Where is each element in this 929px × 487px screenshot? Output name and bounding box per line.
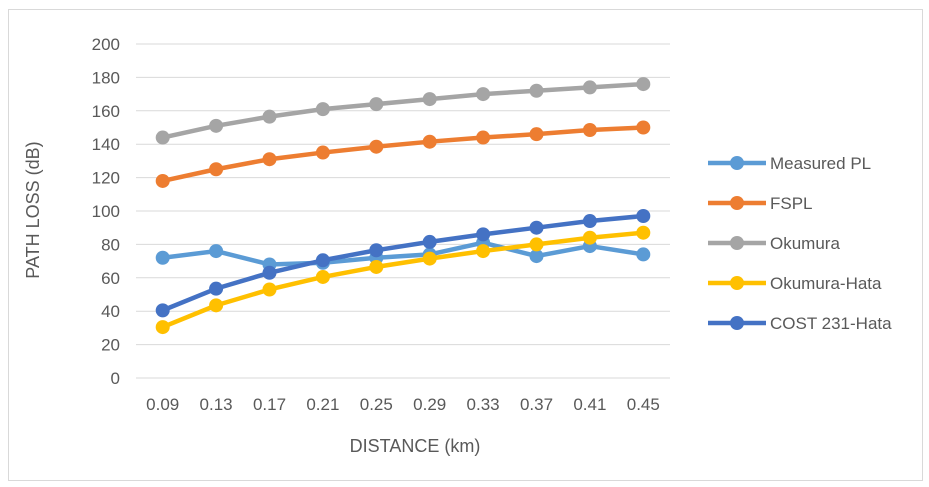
legend-item: COST 231-Hata bbox=[708, 314, 892, 333]
data-point bbox=[262, 152, 277, 167]
legend-item: Okumura-Hata bbox=[708, 274, 882, 293]
x-tick-label: 0.13 bbox=[200, 395, 233, 414]
data-point bbox=[476, 227, 491, 242]
data-point bbox=[315, 253, 330, 268]
data-point bbox=[369, 97, 384, 112]
legend-label: Measured PL bbox=[770, 154, 871, 173]
legend-item: Okumura bbox=[708, 234, 840, 253]
data-point bbox=[315, 145, 330, 160]
data-point bbox=[636, 120, 651, 135]
series-line bbox=[160, 125, 646, 184]
data-point bbox=[476, 87, 491, 102]
data-point bbox=[155, 130, 170, 145]
data-point bbox=[476, 130, 491, 145]
data-point bbox=[422, 134, 437, 149]
data-point bbox=[529, 249, 544, 264]
data-point bbox=[529, 83, 544, 98]
series-okumura-hata bbox=[155, 225, 651, 335]
data-point bbox=[422, 234, 437, 249]
legend-label: Okumura-Hata bbox=[770, 274, 882, 293]
x-tick-label: 0.25 bbox=[360, 395, 393, 414]
data-point bbox=[529, 127, 544, 142]
y-tick-label: 40 bbox=[101, 302, 120, 321]
x-tick-label: 0.09 bbox=[146, 395, 179, 414]
data-point bbox=[636, 225, 651, 240]
y-tick-label: 100 bbox=[92, 202, 120, 221]
x-tick-label: 0.37 bbox=[520, 395, 553, 414]
data-point bbox=[209, 162, 224, 177]
data-point bbox=[209, 298, 224, 313]
chart-frame: 0 20 40 60 80 100 120 140 160 180 200 0.09 0.13 0.17… bbox=[8, 9, 923, 481]
legend-swatch-marker bbox=[730, 276, 744, 290]
y-tick-label: 60 bbox=[101, 269, 120, 288]
data-point bbox=[155, 303, 170, 318]
data-point bbox=[422, 251, 437, 266]
data-point bbox=[529, 220, 544, 235]
data-point bbox=[369, 243, 384, 258]
data-point bbox=[209, 118, 224, 133]
data-point bbox=[209, 281, 224, 296]
series-line bbox=[160, 213, 646, 313]
series-line bbox=[160, 81, 646, 140]
data-point bbox=[582, 123, 597, 138]
y-tick-label: 80 bbox=[101, 235, 120, 254]
line-chart: 0 20 40 60 80 100 120 140 160 180 200 0.09 0.13 0.17… bbox=[23, 35, 892, 456]
y-tick-label: 160 bbox=[92, 102, 120, 121]
x-tick-label: 0.33 bbox=[467, 395, 500, 414]
data-point bbox=[636, 209, 651, 224]
data-point bbox=[582, 230, 597, 245]
y-axis-ticks: 0 20 40 60 80 100 120 140 160 180 200 bbox=[92, 35, 120, 388]
series-line bbox=[160, 230, 646, 330]
x-axis-ticks: 0.09 0.13 0.17 0.21 0.25 0.29 0.33 0.37 0.41 0.45 bbox=[146, 395, 660, 414]
data-point bbox=[262, 282, 277, 297]
data-point bbox=[315, 269, 330, 284]
data-point bbox=[582, 80, 597, 95]
legend-item: Measured PL bbox=[708, 154, 871, 173]
y-tick-label: 140 bbox=[92, 135, 120, 154]
x-tick-label: 0.41 bbox=[573, 395, 606, 414]
x-axis-label: DISTANCE (km) bbox=[350, 436, 481, 456]
y-tick-label: 120 bbox=[92, 169, 120, 188]
legend-swatch-marker bbox=[730, 236, 744, 250]
series-cost-231-hata bbox=[155, 209, 651, 318]
legend-item: FSPL bbox=[708, 194, 813, 213]
data-point bbox=[155, 320, 170, 335]
data-point bbox=[636, 77, 651, 92]
data-point bbox=[262, 109, 277, 124]
data-point bbox=[582, 214, 597, 229]
x-tick-label: 0.29 bbox=[413, 395, 446, 414]
y-tick-label: 20 bbox=[101, 336, 120, 355]
data-point bbox=[422, 92, 437, 107]
y-tick-label: 0 bbox=[111, 369, 120, 388]
x-tick-label: 0.45 bbox=[627, 395, 660, 414]
series-okumura bbox=[155, 77, 651, 145]
data-point bbox=[209, 244, 224, 259]
data-point bbox=[636, 247, 651, 262]
series-layer bbox=[155, 77, 651, 335]
legend-swatch-marker bbox=[730, 156, 744, 170]
series-fspl bbox=[155, 120, 651, 188]
data-point bbox=[155, 250, 170, 265]
y-axis-label: PATH LOSS (dB) bbox=[23, 141, 43, 278]
legend-label: FSPL bbox=[770, 194, 813, 213]
legend-label: COST 231-Hata bbox=[770, 314, 892, 333]
legend-label: Okumura bbox=[770, 234, 840, 253]
data-point bbox=[369, 139, 384, 154]
data-point bbox=[315, 102, 330, 117]
data-point bbox=[369, 259, 384, 274]
y-tick-label: 180 bbox=[92, 68, 120, 87]
data-point bbox=[262, 265, 277, 280]
x-tick-label: 0.21 bbox=[306, 395, 339, 414]
legend: Measured PL FSPL Okumura Okumura-Hata COST 2… bbox=[708, 154, 892, 333]
data-point bbox=[529, 237, 544, 252]
x-tick-label: 0.17 bbox=[253, 395, 286, 414]
y-tick-label: 200 bbox=[92, 35, 120, 54]
legend-swatch-marker bbox=[730, 316, 744, 330]
legend-swatch-marker bbox=[730, 196, 744, 210]
data-point bbox=[476, 244, 491, 259]
series-line bbox=[160, 240, 646, 267]
data-point bbox=[155, 173, 170, 188]
